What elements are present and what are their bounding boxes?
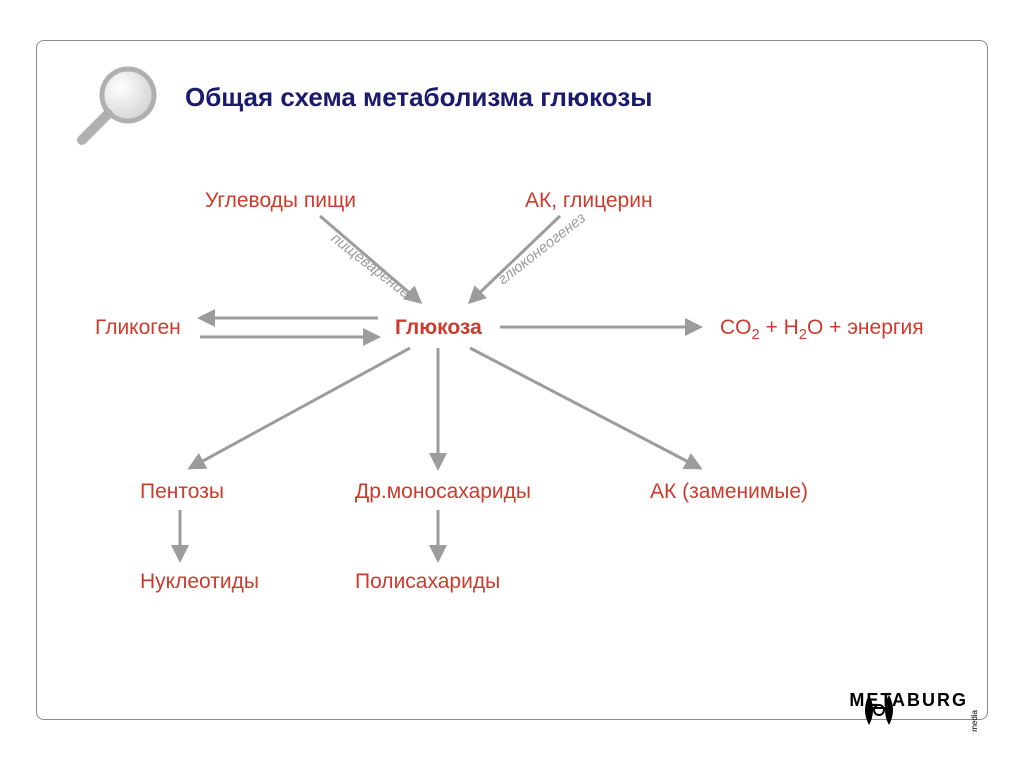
node-ak-replaceable: АК (заменимые)	[650, 480, 808, 504]
node-energy: CO2 + H2O + энергия	[720, 316, 924, 343]
node-carbs: Углеводы пищи	[205, 189, 356, 213]
node-polysaccharides: Полисахариды	[355, 570, 500, 594]
logo-subtext: media	[970, 710, 979, 732]
node-nucleotides: Нуклеотиды	[140, 570, 259, 594]
node-other-mono: Др.моносахариды	[355, 480, 531, 504]
arrow-glucose-to-pentoses	[190, 348, 410, 468]
node-glucose: Глюкоза	[395, 316, 482, 340]
arrow-glucose-to-akrepl	[470, 348, 700, 468]
node-ak-glycerin: АК, глицерин	[525, 189, 653, 213]
arrows-layer	[0, 0, 1024, 767]
node-pentoses: Пентозы	[140, 480, 224, 504]
metaburg-logo: METABURG media	[849, 690, 968, 711]
node-glycogen: Гликоген	[95, 316, 181, 340]
